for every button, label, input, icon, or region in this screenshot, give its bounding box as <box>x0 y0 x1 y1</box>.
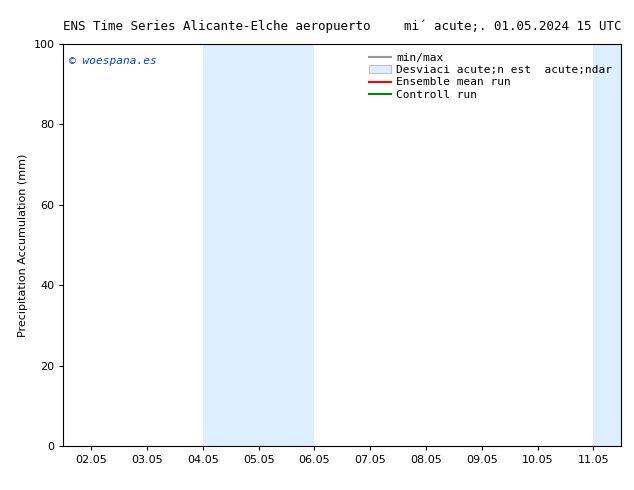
Text: ENS Time Series Alicante-Elche aeropuerto: ENS Time Series Alicante-Elche aeropuert… <box>63 20 371 33</box>
Legend: min/max, Desviaci acute;n est  acute;ndar, Ensemble mean run, Controll run: min/max, Desviaci acute;n est acute;ndar… <box>365 49 616 103</box>
Bar <box>203 44 314 446</box>
Bar <box>593 44 621 446</box>
Text: © woespana.es: © woespana.es <box>69 56 157 66</box>
Text: mi´ acute;. 01.05.2024 15 UTC: mi´ acute;. 01.05.2024 15 UTC <box>404 20 621 33</box>
Y-axis label: Precipitation Accumulation (mm): Precipitation Accumulation (mm) <box>18 153 28 337</box>
